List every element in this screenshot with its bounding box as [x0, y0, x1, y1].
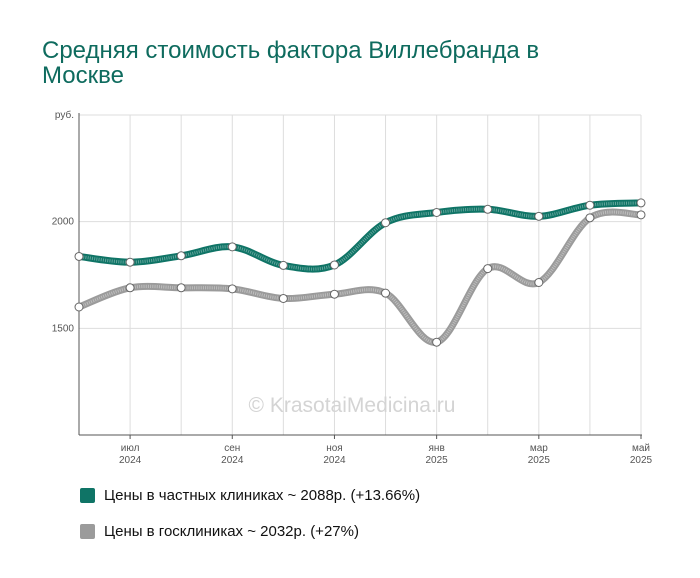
chart-title: Средняя стоимость фактора Виллебранда в … [42, 37, 540, 89]
grid [79, 114, 642, 435]
series-line [75, 208, 645, 346]
x-tick-month: янв [429, 443, 445, 454]
x-tick-month: май [632, 443, 650, 454]
x-tick-month: ноя [326, 443, 343, 454]
data-points [74, 198, 646, 347]
data-point [329, 289, 339, 299]
x-tick-year: 2024 [119, 455, 142, 466]
data-point [585, 200, 595, 210]
data-point [636, 210, 646, 220]
data-point [432, 337, 442, 347]
legend-swatch [80, 487, 95, 503]
data-point [432, 207, 442, 217]
data-point [125, 283, 135, 293]
y-tick-label: 2000 [52, 217, 75, 228]
x-tick-year: 2025 [426, 455, 449, 466]
x-tick-month: июл [121, 443, 140, 454]
legend-label: Цены в частных клиниках ~ 2088р. (+13.66… [104, 486, 421, 504]
legend-item: Цены в госклиниках ~ 2032р. (+27%) [80, 520, 420, 542]
data-point [176, 283, 186, 293]
y-tick-label: 1500 [52, 323, 75, 334]
data-point [125, 257, 135, 267]
data-point [227, 284, 237, 294]
legend-swatch [80, 523, 95, 539]
data-point [585, 213, 595, 223]
legend-item: Цены в частных клиниках ~ 2088р. (+13.66… [80, 484, 420, 506]
data-point [534, 211, 544, 221]
series-lines [75, 199, 645, 346]
legend: Цены в частных клиниках ~ 2088р. (+13.66… [80, 484, 420, 556]
y-unit-label: руб. [55, 109, 74, 121]
data-point [278, 293, 288, 303]
data-point [74, 251, 84, 261]
data-point [636, 198, 646, 208]
data-point [176, 251, 186, 261]
data-point [227, 242, 237, 252]
data-point [483, 264, 493, 274]
series-line-texture [78, 210, 642, 344]
data-point [381, 218, 391, 228]
x-tick-month: сен [224, 443, 240, 454]
data-point [381, 288, 391, 298]
x-tick-year: 2024 [323, 455, 346, 466]
data-point [278, 260, 288, 270]
x-tick-month: мар [530, 443, 548, 454]
data-point [534, 277, 544, 287]
x-tick-year: 2025 [528, 455, 551, 466]
data-point [329, 260, 339, 270]
legend-label: Цены в госклиниках ~ 2032р. (+27%) [104, 522, 359, 540]
data-point [483, 204, 493, 214]
x-tick-year: 2024 [221, 455, 244, 466]
watermark: © KrasotaiMedicina.ru [249, 394, 456, 417]
data-point [74, 302, 84, 312]
x-tick-year: 2025 [630, 455, 653, 466]
axes: 15002000руб.июл2024сен2024ноя2024янв2025… [52, 109, 653, 466]
